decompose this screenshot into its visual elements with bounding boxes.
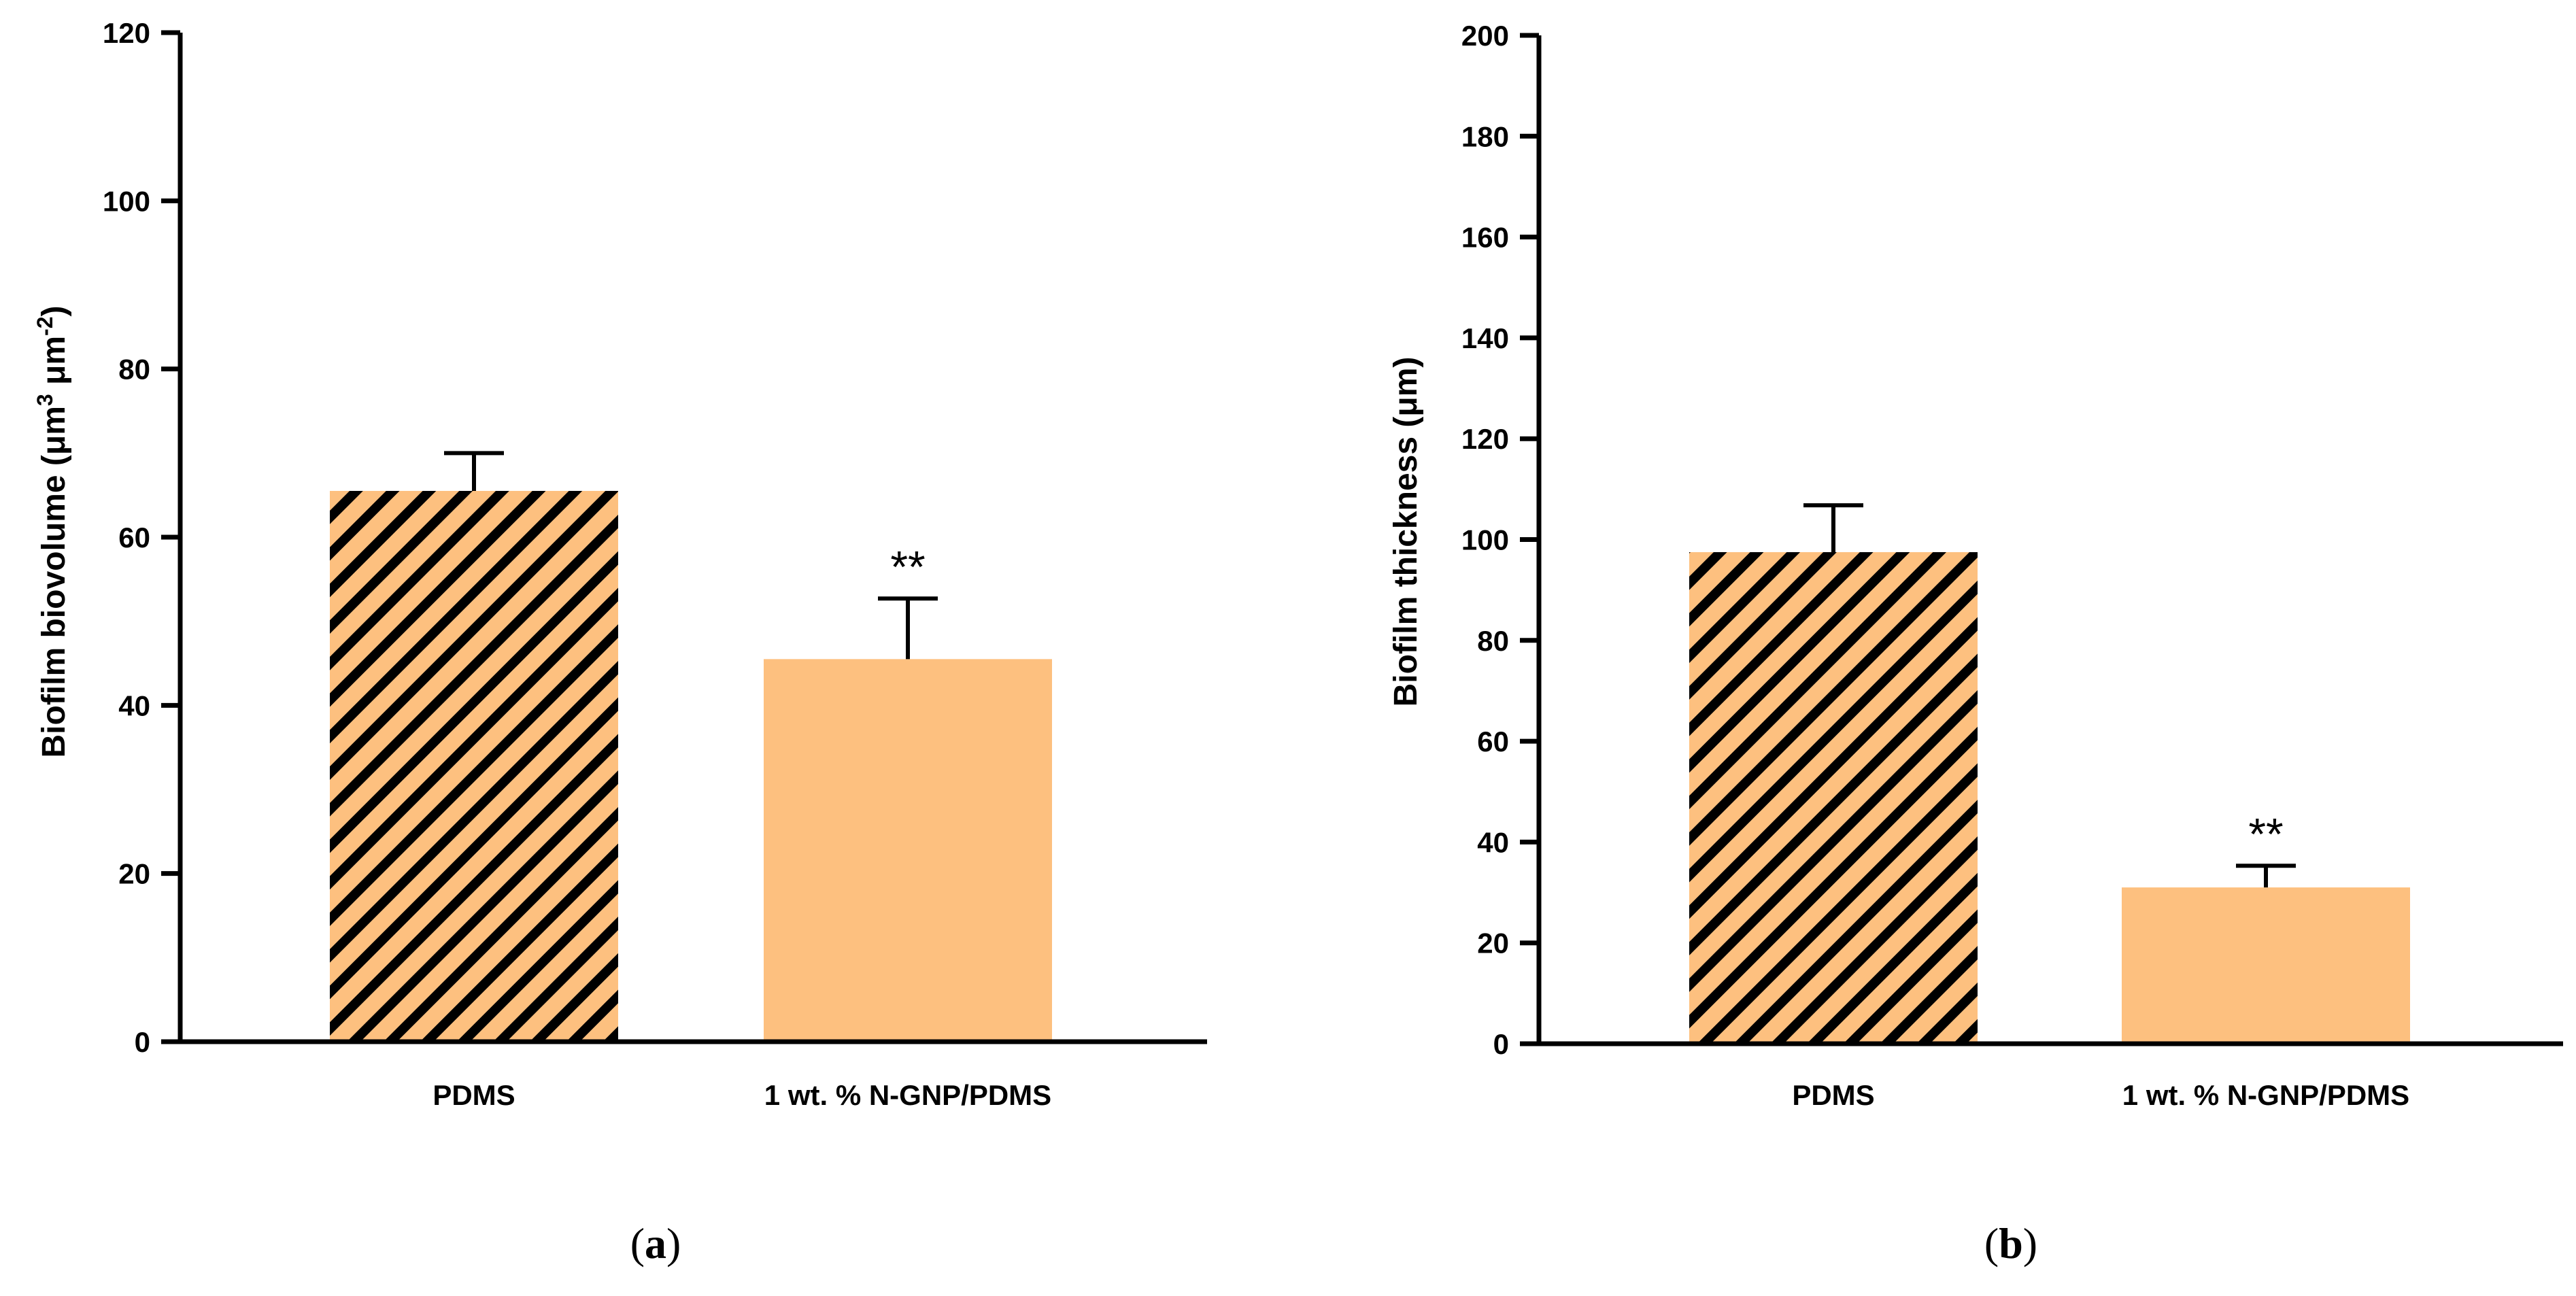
panel-label-b: (b) [1984, 1219, 2037, 1267]
significance-label-b: ** [2248, 808, 2283, 859]
x-category-label-a-1: 1 wt. % N-GNP/PDMS [764, 1079, 1051, 1111]
x-category-label-b-1: 1 wt. % N-GNP/PDMS [2122, 1079, 2409, 1111]
y-tick-label-a: 100 [103, 185, 150, 217]
x-category-label-a-0: PDMS [433, 1079, 515, 1111]
bar-b-0 [1689, 552, 1978, 1044]
y-tick-label-b: 180 [1461, 120, 1509, 152]
y-tick-label-a: 120 [103, 17, 150, 49]
y-tick-label-b: 140 [1461, 322, 1509, 354]
y-tick-label-b: 0 [1493, 1028, 1509, 1060]
y-tick-label-b: 100 [1461, 524, 1509, 556]
y-tick-label-b: 40 [1477, 826, 1509, 858]
y-tick-label-b: 60 [1477, 726, 1509, 757]
y-tick-label-a: 60 [118, 522, 150, 553]
x-category-label-b-0: PDMS [1792, 1079, 1874, 1111]
y-tick-label-b: 20 [1477, 927, 1509, 959]
y-tick-label-b: 120 [1461, 423, 1509, 455]
y-tick-label-a: 0 [135, 1026, 150, 1058]
y-axis-title-b: Biofilm thickness (μm) [1388, 357, 1424, 707]
y-tick-label-b: 200 [1461, 20, 1509, 52]
y-tick-label-b: 160 [1461, 222, 1509, 254]
significance-label-a: ** [890, 541, 925, 592]
panel-label-a: (a) [630, 1219, 681, 1267]
bar-a-1 [764, 659, 1052, 1042]
bar-b-1 [2122, 887, 2410, 1044]
y-tick-label-a: 20 [118, 858, 150, 890]
bar-a-0 [330, 490, 618, 1042]
y-axis-title-a: Biofilm biovolume (μm3 μm-2) [33, 305, 72, 757]
chart-panel-b: Biofilm thickness (μm) 0 20 40 60 80 100 120 14… [1388, 20, 2563, 1267]
chart-panel-a: Biofilm biovolume (μm3 μm-2) 0 20 40 60 80 10… [33, 17, 1207, 1267]
y-tick-label-a: 40 [118, 689, 150, 721]
y-tick-label-b: 80 [1477, 625, 1509, 657]
y-tick-label-a: 80 [118, 354, 150, 386]
